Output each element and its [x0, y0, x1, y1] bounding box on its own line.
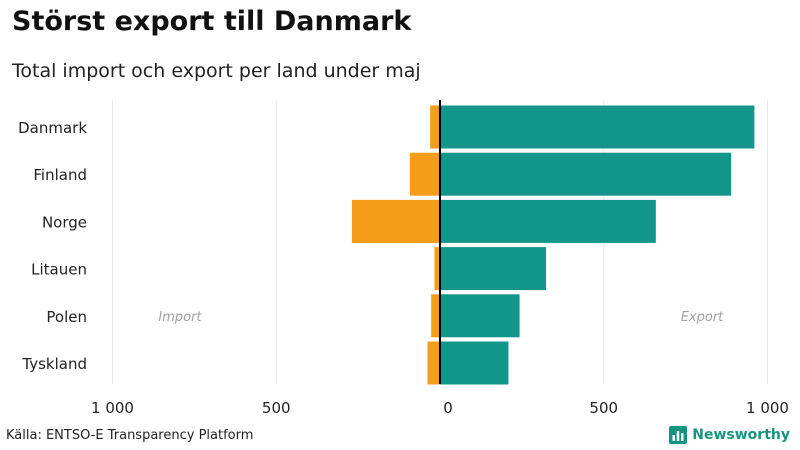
brand-logo: Newsworthy — [669, 426, 790, 444]
export-bar-litauen — [440, 247, 547, 291]
export-bar-finland — [440, 152, 732, 196]
category-label-litauen: Litauen — [31, 261, 87, 279]
import-bar-litauen — [434, 247, 440, 291]
category-label-polen: Polen — [46, 308, 87, 326]
import-annotation: Import — [158, 310, 202, 325]
x-tick-label-0: 1 000 — [91, 399, 134, 417]
category-label-tyskland: Tyskland — [21, 355, 87, 373]
x-tick-label-1: 500 — [262, 399, 291, 417]
category-label-norge: Norge — [42, 213, 87, 231]
chart-subtitle: Total import och export per land under m… — [12, 60, 421, 82]
export-bar-norge — [440, 199, 656, 243]
category-label-danmark: Danmark — [18, 119, 87, 137]
import-bar-danmark — [430, 105, 440, 149]
import-bar-tyskland — [427, 341, 440, 385]
x-tick-label-2: 0 — [443, 399, 453, 417]
x-tick-label-3: 500 — [589, 399, 618, 417]
chart-title: Störst export till Danmark — [12, 6, 412, 37]
import-bar-norge — [351, 199, 440, 243]
brand-name: Newsworthy — [692, 427, 790, 443]
import-bar-polen — [431, 294, 440, 338]
export-bar-tyskland — [440, 341, 509, 385]
export-bar-danmark — [440, 105, 755, 149]
source-note: Källa: ENTSO-E Transparency Platform — [6, 428, 254, 443]
export-annotation: Export — [681, 310, 724, 325]
export-bar-polen — [440, 294, 520, 338]
import-bar-finland — [409, 152, 440, 196]
bar-chart-logo-icon — [669, 426, 688, 444]
x-tick-label-4: 1 000 — [746, 399, 789, 417]
category-label-finland: Finland — [33, 166, 87, 184]
